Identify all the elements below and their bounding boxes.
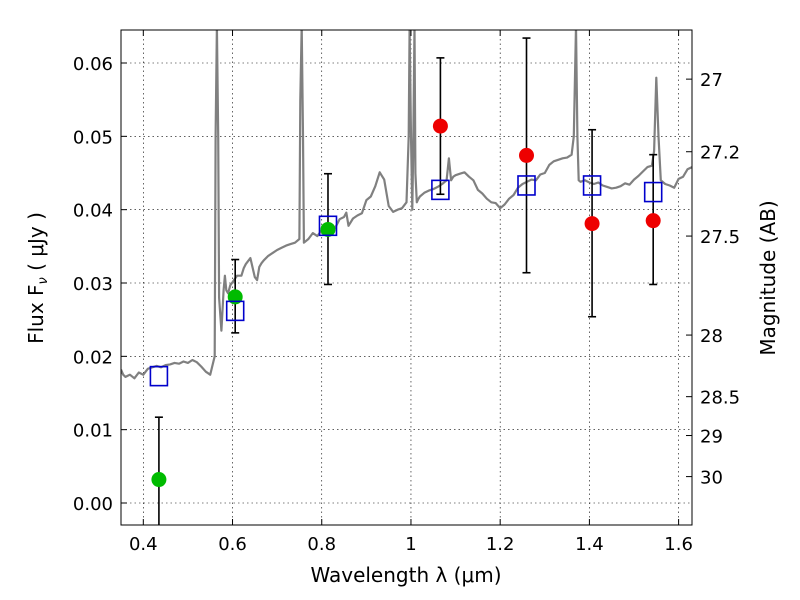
model-flux-square xyxy=(225,300,245,322)
right-tick-label: 28.5 xyxy=(700,388,740,409)
data-point xyxy=(645,213,661,229)
y-tick-label: 0.00 xyxy=(73,494,113,515)
spectrum-layer xyxy=(121,30,692,380)
marker-layer xyxy=(149,118,663,488)
right-tick-label: 27.2 xyxy=(700,143,740,164)
model-flux-square xyxy=(582,175,602,196)
y-tick-label: 0.05 xyxy=(73,127,113,148)
x-tick-label: 1.2 xyxy=(486,534,515,555)
model-flux-square xyxy=(318,215,338,237)
data-point xyxy=(432,118,448,134)
errorbar-layer xyxy=(154,37,658,525)
x-tick-label: 1.4 xyxy=(575,534,604,555)
x-tick-label: 0.6 xyxy=(218,534,247,555)
right-axis-label: Magnitude (AB) xyxy=(756,200,780,355)
right-tick-label: 29 xyxy=(700,427,723,448)
data-point xyxy=(227,289,243,305)
y-tick-label: 0.03 xyxy=(73,274,113,295)
tick-layer: 0.4 0.6 0.8 1 1.2 1.4 1.6 0.00 0.01 0.02 0.03 0.04 0… xyxy=(73,30,740,555)
right-tick-label: 28 xyxy=(700,326,723,347)
y-tick-label: 0.06 xyxy=(73,54,113,75)
data-point xyxy=(320,221,336,237)
x-axis-label: Wavelength λ (μm) xyxy=(310,563,501,587)
y-axis-label-unit: ( μJy ) xyxy=(24,212,48,277)
right-tick-label: 27 xyxy=(700,70,723,91)
y-tick-label: 0.01 xyxy=(73,421,113,442)
x-tick-label: 1.6 xyxy=(664,534,693,555)
x-tick-label: 0.4 xyxy=(129,534,158,555)
y-tick-label: 0.04 xyxy=(73,201,113,222)
data-point xyxy=(151,472,167,488)
y-axis-label-text: Flux F xyxy=(24,284,48,343)
y-axis-label: Flux Fν ( μJy ) xyxy=(24,212,51,344)
right-tick-label: 27.5 xyxy=(700,227,740,248)
data-point xyxy=(518,147,534,163)
model-flux-square xyxy=(643,181,663,203)
model-flux-square xyxy=(149,365,169,387)
model-flux-square xyxy=(431,179,450,201)
right-tick-label: 30 xyxy=(700,468,723,489)
x-tick-label: 1 xyxy=(405,534,416,555)
spectrum-line xyxy=(121,30,692,380)
y-axis-label-sub: ν xyxy=(36,277,51,284)
y-tick-label: 0.02 xyxy=(73,347,113,368)
x-tick-label: 0.8 xyxy=(307,534,336,555)
plot-frame xyxy=(120,29,693,526)
grid xyxy=(121,30,692,525)
model-flux-square xyxy=(517,175,536,196)
data-point xyxy=(584,216,600,232)
